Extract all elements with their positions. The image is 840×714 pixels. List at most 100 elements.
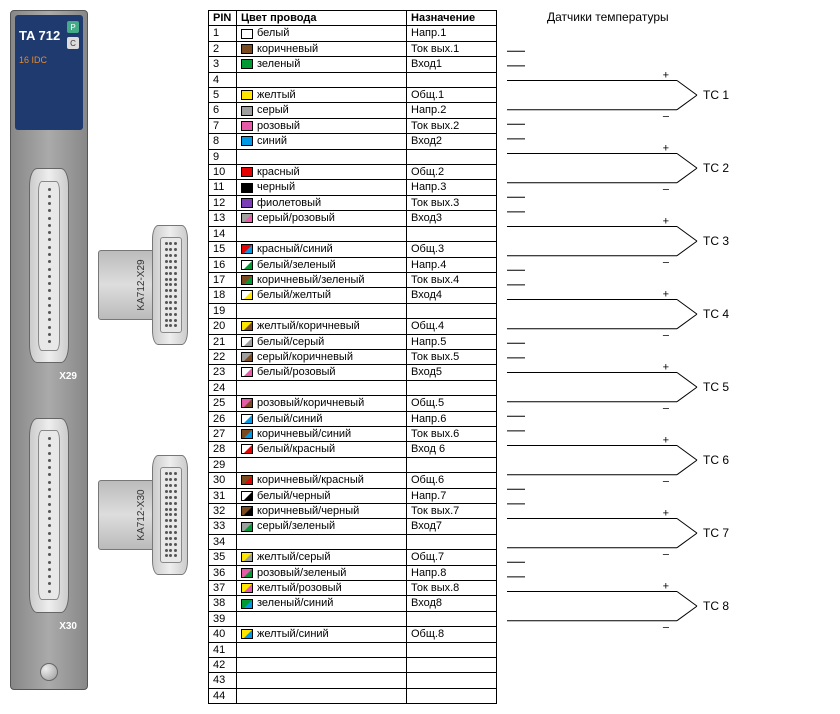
color-swatch: [241, 260, 253, 270]
pin-function: [407, 226, 497, 241]
color-name: серый/розовый: [257, 212, 335, 224]
table-row: 7розовыйТок вых.2: [209, 118, 497, 133]
wire-color: зеленый/синий: [237, 596, 407, 611]
pin-function: Общ.2: [407, 165, 497, 180]
pin-function: Напр.8: [407, 565, 497, 580]
color-swatch: [241, 599, 253, 609]
color-swatch: [241, 275, 253, 285]
table-row: 43: [209, 673, 497, 688]
pin-function: Ток вых.3: [407, 195, 497, 210]
wire-color: [237, 72, 407, 87]
pin-number: 33: [209, 519, 237, 534]
color-swatch: [241, 568, 253, 578]
pin-function: [407, 380, 497, 395]
pin-number: 9: [209, 149, 237, 164]
table-row: 18белый/желтыйВход4: [209, 288, 497, 303]
pin-function: Общ.1: [407, 88, 497, 103]
conn-label-x29: X29: [59, 371, 83, 382]
table-row: 34: [209, 534, 497, 549]
pin-function: Вход5: [407, 365, 497, 380]
color-name: коричневый/зеленый: [257, 274, 365, 286]
color-swatch: [241, 244, 253, 254]
table-row: 26белый/синийНапр.6: [209, 411, 497, 426]
pin-number: 29: [209, 457, 237, 472]
pin-function: Ток вых.4: [407, 272, 497, 287]
color-swatch: [241, 198, 253, 208]
wire-color: [237, 226, 407, 241]
pin-number: 27: [209, 426, 237, 441]
pin-function: Общ.5: [407, 396, 497, 411]
table-row: 11черныйНапр.3: [209, 180, 497, 195]
tc-label: TC 5: [703, 380, 729, 394]
pin-function: Вход8: [407, 596, 497, 611]
module-title: TA 712: [19, 28, 60, 43]
color-swatch: [241, 429, 253, 439]
dsub-x30: [29, 418, 69, 613]
pin-function: Ток вых.7: [407, 504, 497, 519]
pin-function: Ток вых.5: [407, 349, 497, 364]
pin-number: 11: [209, 180, 237, 195]
pin-function: Вход2: [407, 134, 497, 149]
pin-number: 23: [209, 365, 237, 380]
pin-number: 19: [209, 303, 237, 318]
wire-color: белый: [237, 26, 407, 41]
module-header: TA 712 P C 16 IDC: [15, 15, 83, 130]
pin-number: 4: [209, 72, 237, 87]
wiring-svg: +–+–+–+–+–+–+–+–: [507, 28, 737, 688]
color-swatch: [241, 59, 253, 69]
table-row: 8синийВход2: [209, 134, 497, 149]
badge-c: C: [67, 37, 79, 49]
color-swatch: [241, 398, 253, 408]
pin-table-area: PIN Цвет провода Назначение 1белыйНапр.1…: [208, 10, 497, 704]
color-name: розовый/коричневый: [257, 397, 364, 409]
color-name: красный/синий: [257, 243, 333, 255]
pin-function: Общ.8: [407, 627, 497, 642]
pin-function: Вход 6: [407, 442, 497, 457]
color-name: белый/серый: [257, 336, 324, 348]
color-swatch: [241, 290, 253, 300]
table-row: 2коричневыйТок вых.1: [209, 41, 497, 56]
table-row: 22серый/коричневыйТок вых.5: [209, 349, 497, 364]
color-swatch: [241, 90, 253, 100]
table-row: 4: [209, 72, 497, 87]
wire-color: серый/розовый: [237, 211, 407, 226]
pin-number: 40: [209, 627, 237, 642]
color-swatch: [241, 29, 253, 39]
wire-color: серый/зеленый: [237, 519, 407, 534]
color-swatch: [241, 583, 253, 593]
color-name: серый/зеленый: [257, 520, 335, 532]
wire-color: [237, 380, 407, 395]
wire-color: желтый: [237, 88, 407, 103]
table-row: 39: [209, 611, 497, 626]
col-color: Цвет провода: [237, 11, 407, 26]
pin-number: 31: [209, 488, 237, 503]
table-row: 17 коричневый/зеленый Ток вых.4: [209, 272, 497, 287]
wire-color: [237, 688, 407, 703]
table-row: 41: [209, 642, 497, 657]
color-swatch: [241, 44, 253, 54]
conn-label-x30: X30: [59, 621, 83, 632]
pin-number: 10: [209, 165, 237, 180]
pin-number: 17: [209, 272, 237, 287]
pin-function: Общ.7: [407, 550, 497, 565]
color-name: розовый/зеленый: [257, 567, 346, 579]
col-func: Назначение: [407, 11, 497, 26]
color-name: желтый/коричневый: [257, 320, 360, 332]
pin-function: [407, 673, 497, 688]
color-swatch: [241, 629, 253, 639]
color-name: белый/зеленый: [257, 259, 336, 271]
color-swatch: [241, 321, 253, 331]
color-swatch: [241, 552, 253, 562]
table-row: 23белый/розовыйВход5: [209, 365, 497, 380]
table-row: 27коричневый/синийТок вых.6: [209, 426, 497, 441]
pin-function: Ток вых.8: [407, 581, 497, 596]
color-swatch: [241, 367, 253, 377]
svg-text:+: +: [663, 435, 669, 447]
tc-label: TC 1: [703, 88, 729, 102]
pin-number: 44: [209, 688, 237, 703]
pin-number: 14: [209, 226, 237, 241]
table-row: 5желтыйОбщ.1: [209, 88, 497, 103]
table-row: 24: [209, 380, 497, 395]
table-row: 40желтый/синийОбщ.8: [209, 627, 497, 642]
pin-number: 26: [209, 411, 237, 426]
